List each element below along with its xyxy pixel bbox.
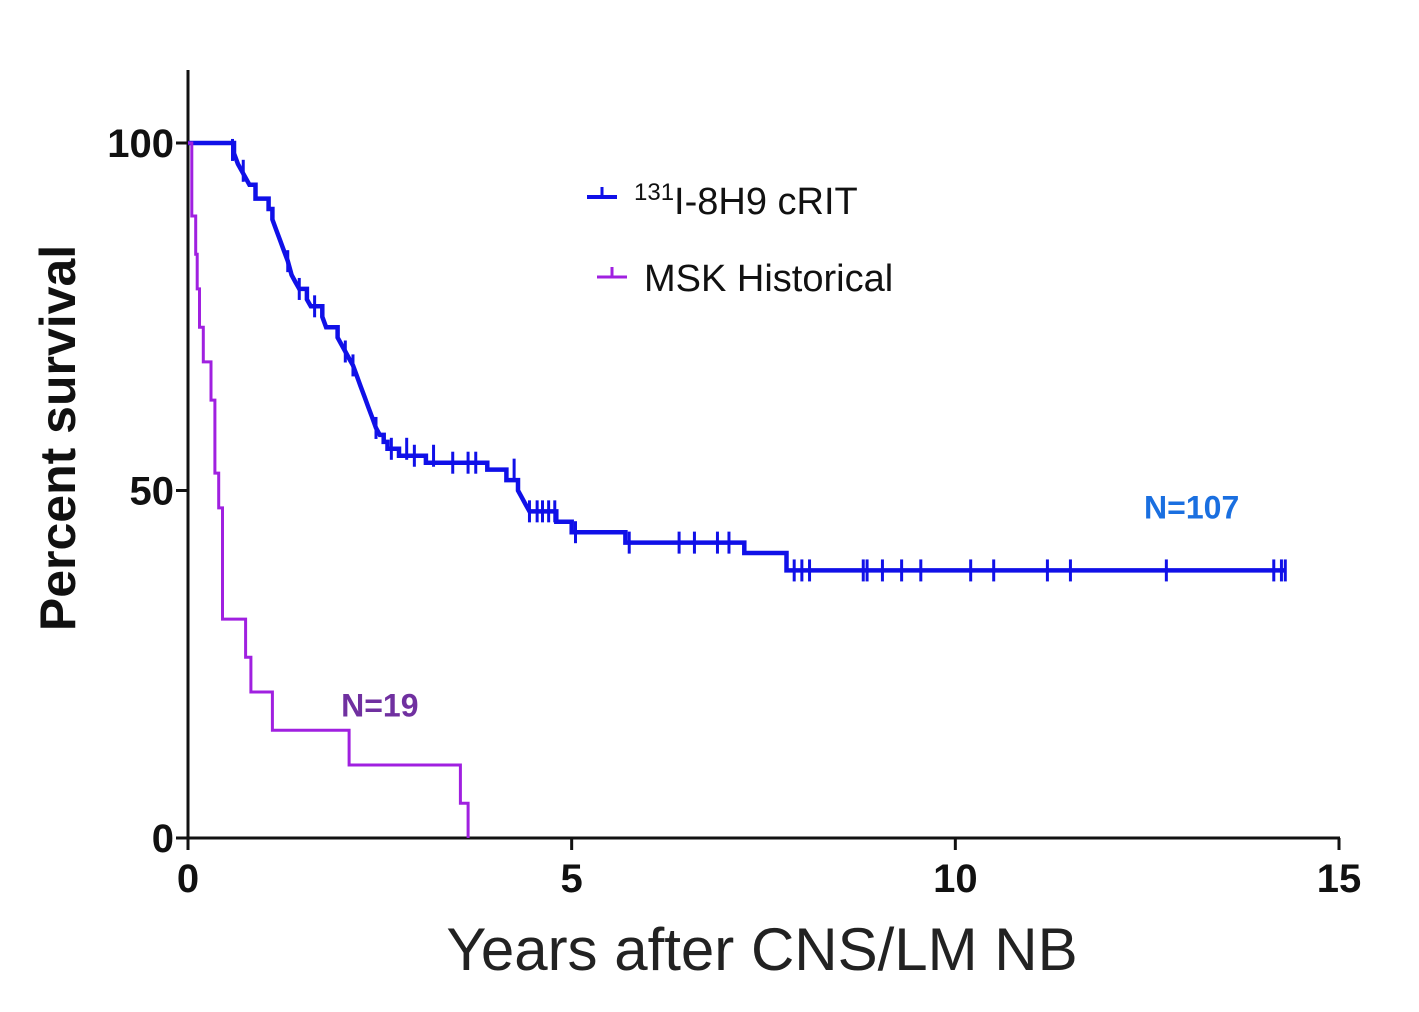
y-tick-label: 0 [152, 817, 174, 861]
legend-label: MSK Historical [644, 258, 893, 300]
x-tick-label: 5 [561, 857, 583, 901]
legend: 131I-8H9 cRIT MSK Historical [587, 179, 893, 300]
plot-series: N=107 N=19 [188, 138, 1287, 838]
legend-label-main: I-8H9 cRIT [674, 181, 858, 223]
legend-label-sup: 131 [634, 179, 674, 206]
legend-item: 131I-8H9 cRIT [587, 179, 858, 223]
x-tick-label: 0 [177, 857, 199, 901]
legend-label: 131I-8H9 cRIT [634, 179, 858, 223]
n-label: N=107 [1144, 489, 1239, 525]
series-0: N=107 [188, 138, 1287, 582]
x-axis-title: Years after CNS/LM NB [446, 916, 1077, 983]
tick-labels: 0 5 10 15 0 50 100 [107, 122, 1361, 901]
series-1: N=19 [188, 141, 470, 838]
x-tick-label: 15 [1317, 857, 1362, 901]
y-tick-label: 50 [130, 470, 175, 514]
legend-item: MSK Historical [597, 258, 893, 300]
survival-curve-line [188, 141, 470, 838]
axes [176, 70, 1341, 850]
n-label: N=19 [341, 687, 418, 723]
y-axis-title: Percent survival [30, 245, 86, 631]
x-tick-label: 10 [933, 857, 978, 901]
y-tick-label: 100 [107, 122, 174, 166]
